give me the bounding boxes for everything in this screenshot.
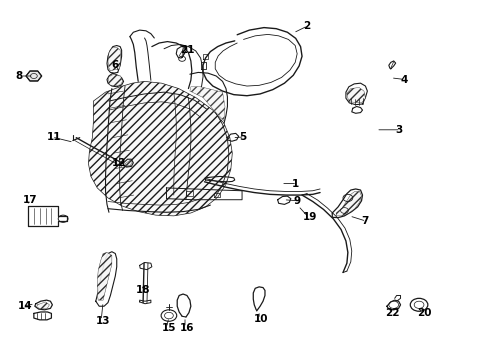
Polygon shape (108, 47, 121, 71)
Text: 22: 22 (384, 309, 399, 318)
Text: 13: 13 (96, 316, 111, 325)
Text: 8: 8 (15, 71, 22, 81)
Text: 3: 3 (395, 125, 402, 135)
Text: 4: 4 (400, 75, 407, 85)
Text: 1: 1 (292, 179, 299, 189)
Text: 6: 6 (112, 60, 119, 70)
Polygon shape (125, 160, 132, 166)
Text: 2: 2 (303, 21, 309, 31)
Text: 15: 15 (161, 323, 176, 333)
Text: 7: 7 (361, 216, 368, 226)
Polygon shape (346, 87, 365, 103)
Text: 10: 10 (254, 314, 268, 324)
Polygon shape (189, 87, 224, 121)
Polygon shape (88, 81, 232, 216)
Text: 18: 18 (136, 285, 150, 296)
Polygon shape (108, 74, 122, 86)
Text: 19: 19 (303, 212, 317, 221)
Text: 9: 9 (293, 196, 300, 206)
Text: 20: 20 (417, 309, 431, 318)
Text: 11: 11 (47, 132, 61, 142)
Polygon shape (335, 192, 361, 216)
Polygon shape (97, 252, 112, 300)
Text: 14: 14 (18, 301, 32, 311)
Text: 5: 5 (239, 132, 246, 142)
Text: 17: 17 (22, 195, 37, 205)
Polygon shape (26, 71, 41, 81)
Polygon shape (37, 302, 49, 309)
Text: 21: 21 (180, 45, 194, 55)
Text: 16: 16 (180, 323, 194, 333)
Text: 12: 12 (112, 158, 126, 168)
